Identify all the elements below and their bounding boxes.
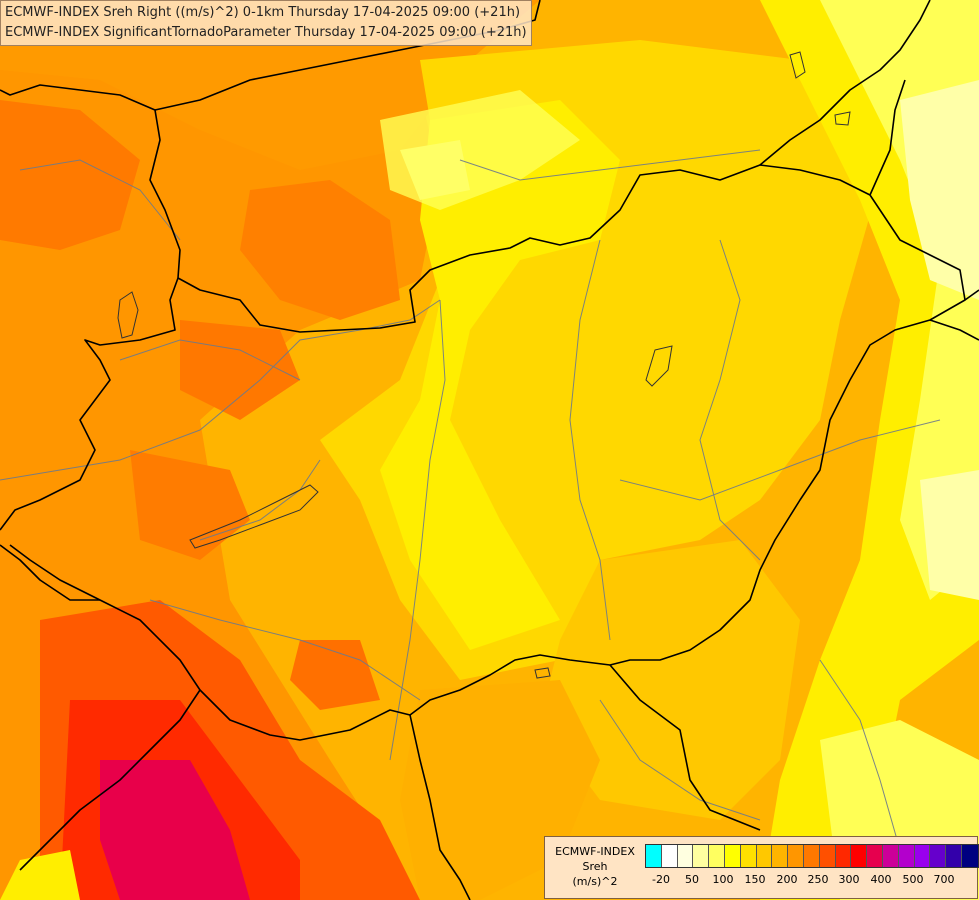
field-dark-orange-4: [130, 450, 250, 560]
legend-swatch: [851, 845, 868, 867]
legend-swatch: [677, 845, 694, 867]
legend-swatch: [882, 845, 899, 867]
legend-swatch: [646, 845, 662, 867]
legend-swatch: [724, 845, 741, 867]
legend-title-line-2: Sreh: [582, 860, 608, 873]
map-title-box: ECMWF-INDEX Sreh Right ((m/s)^2) 0-1km T…: [0, 0, 532, 46]
legend-tick-label: 50: [685, 873, 699, 886]
legend-tick-label: 500: [902, 873, 924, 886]
legend-swatch: [914, 845, 931, 867]
legend-swatch: [661, 845, 678, 867]
legend-swatch: [772, 845, 789, 867]
field-gold-southeast: [540, 540, 800, 820]
field-dark-orange-6: [290, 640, 380, 710]
field-yellow-inner: [380, 100, 620, 650]
legend-swatch: [803, 845, 820, 867]
legend-tick-label: 400: [870, 873, 892, 886]
legend-swatches: [645, 844, 979, 868]
legend-ticks: -20 50 100 150 200 250 300 400 500 700: [645, 873, 975, 889]
title-line-2: ECMWF-INDEX SignificantTornadoParameter …: [5, 25, 527, 40]
legend-swatch: [788, 845, 804, 867]
legend-tick-label: 300: [838, 873, 860, 886]
lake-tisza: [645, 345, 673, 387]
legend-tick-label: 700: [933, 873, 955, 886]
legend-swatch: [693, 845, 710, 867]
rivers: [0, 149, 941, 851]
field-light-yellow-north: [380, 90, 580, 210]
legend-tick-label: 250: [807, 873, 829, 886]
field-dark-orange-2: [240, 180, 400, 320]
legend-swatch: [740, 845, 757, 867]
field-dark-orange-1: [0, 100, 140, 250]
legend-swatch: [867, 845, 883, 867]
small-lakes-north: [534, 51, 851, 679]
legend-swatch: [946, 845, 962, 867]
legend-tick-label: -20: [652, 873, 670, 886]
title-line-1: ECMWF-INDEX Sreh Right ((m/s)^2) 0-1km T…: [5, 5, 521, 20]
lake-balaton: [189, 484, 319, 549]
field-pale-east-2: [920, 470, 979, 600]
field-crimson-sw: [100, 760, 250, 900]
legend-swatch: [835, 845, 852, 867]
legend-title-line-3: (m/s)^2: [572, 875, 618, 888]
legend-swatch: [898, 845, 915, 867]
legend-swatch: [819, 845, 836, 867]
legend-title-line-1: ECMWF-INDEX: [555, 845, 635, 858]
color-legend: ECMWF-INDEX Sreh (m/s)^2 -20 50 100 150 200 2…: [544, 836, 979, 899]
legend-swatch: [930, 845, 947, 867]
legend-title: ECMWF-INDEX Sreh (m/s)^2: [545, 844, 645, 889]
legend-tick-label: 100: [712, 873, 734, 886]
lake-neusiedl: [117, 291, 139, 339]
legend-swatch: [756, 845, 773, 867]
field-red-sw-2: [0, 850, 80, 900]
legend-swatch: [709, 845, 725, 867]
legend-tick-label: 150: [744, 873, 766, 886]
legend-swatch: [961, 845, 978, 867]
field-pale-east: [900, 80, 979, 300]
legend-tick-label: 200: [776, 873, 798, 886]
